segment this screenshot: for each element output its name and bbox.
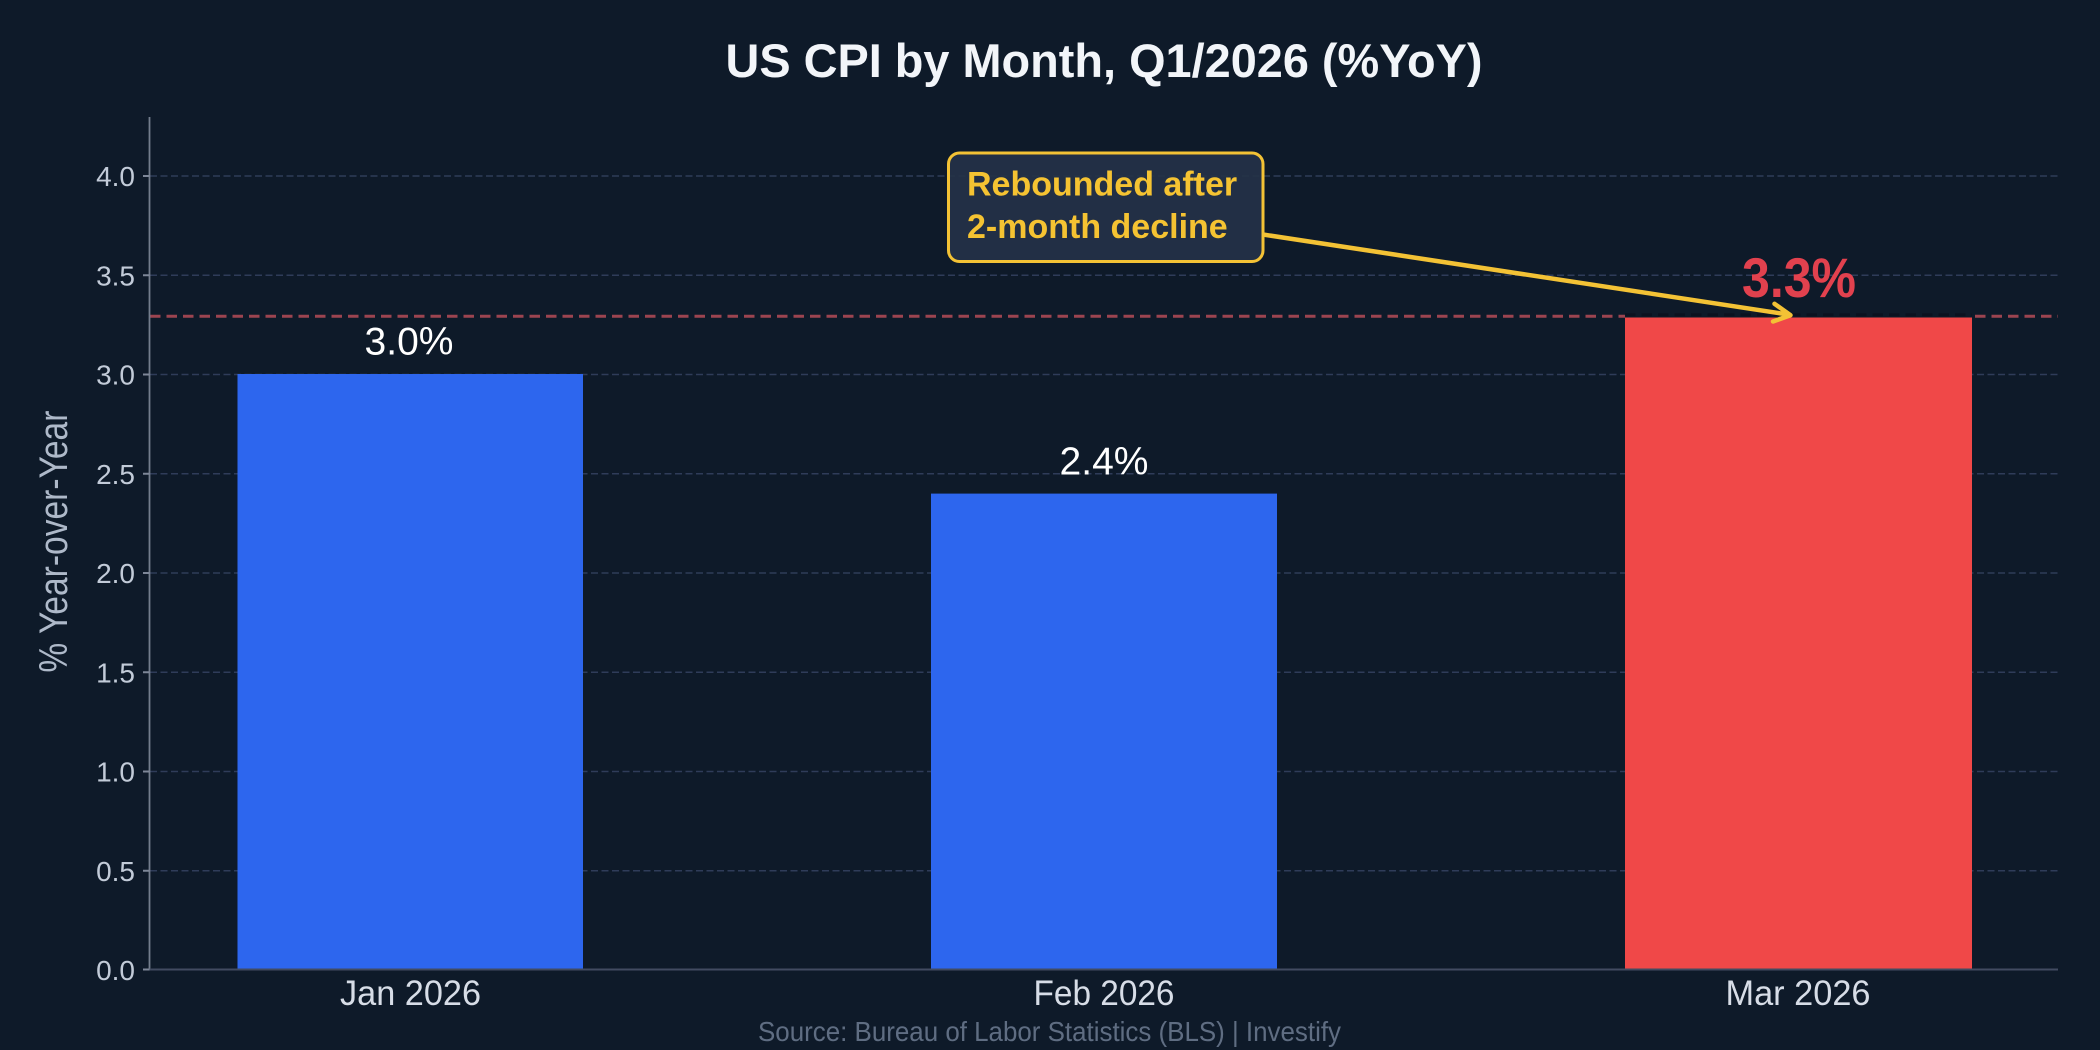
svg-text:0.0: 0.0: [96, 955, 135, 986]
svg-text:Jan 2026: Jan 2026: [340, 973, 481, 1013]
svg-text:Feb 2026: Feb 2026: [1034, 973, 1175, 1013]
svg-text:Rebounded after: Rebounded after: [967, 166, 1237, 204]
svg-text:1.0: 1.0: [96, 757, 135, 788]
svg-text:2.5: 2.5: [96, 459, 135, 490]
svg-text:US CPI by Month, Q1/2026 (%YoY: US CPI by Month, Q1/2026 (%YoY): [726, 34, 1483, 87]
svg-text:3.0: 3.0: [96, 360, 135, 391]
svg-text:Source: Bureau of Labor Statis: Source: Bureau of Labor Statistics (BLS)…: [758, 1016, 1341, 1047]
svg-text:1.5: 1.5: [96, 657, 135, 688]
svg-text:2.0: 2.0: [96, 558, 135, 589]
svg-text:3.0%: 3.0%: [365, 320, 454, 363]
svg-text:4.0: 4.0: [96, 161, 135, 192]
svg-text:% Year-over-Year: % Year-over-Year: [32, 411, 76, 673]
svg-text:2-month decline: 2-month decline: [967, 208, 1228, 246]
svg-text:0.5: 0.5: [96, 856, 135, 887]
svg-text:Mar 2026: Mar 2026: [1726, 973, 1871, 1013]
svg-text:2.4%: 2.4%: [1060, 441, 1149, 484]
svg-text:3.3%: 3.3%: [1742, 246, 1856, 309]
svg-text:3.5: 3.5: [96, 260, 135, 291]
